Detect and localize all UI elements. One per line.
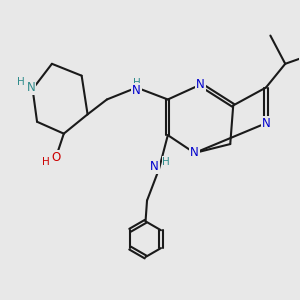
Text: N: N (27, 81, 35, 94)
Text: H: H (17, 76, 25, 87)
Text: N: N (196, 78, 205, 91)
Text: N: N (262, 117, 270, 130)
Text: H: H (163, 157, 170, 167)
Text: H: H (42, 157, 50, 167)
Text: H: H (133, 77, 140, 88)
Text: O: O (52, 151, 61, 164)
Text: N: N (190, 146, 199, 160)
Text: N: N (132, 84, 141, 97)
Text: N: N (150, 160, 159, 173)
